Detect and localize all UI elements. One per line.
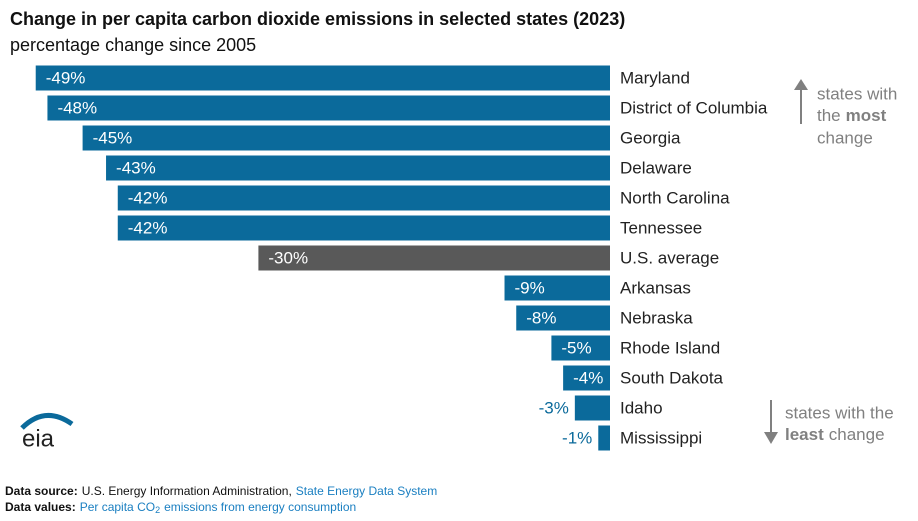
- logo-arc: [20, 413, 74, 430]
- footer-values: Data values: Per capita CO2 emissions from…: [5, 500, 356, 515]
- footer-label: Data source:: [5, 484, 78, 498]
- footer-text: U.S. Energy Information Administration,: [82, 484, 292, 498]
- footer-label: Data values:: [5, 500, 76, 514]
- category-label: North Carolina: [620, 188, 730, 207]
- category-label: District of Columbia: [620, 98, 768, 117]
- chart-title: Change in per capita carbon dioxide emis…: [10, 9, 625, 29]
- arrow-head: [794, 79, 808, 90]
- annotation-most: states with the most change: [794, 79, 897, 147]
- chart-subtitle: percentage change since 2005: [10, 35, 256, 55]
- category-label: Georgia: [620, 128, 681, 147]
- category-label: Delaware: [620, 158, 692, 177]
- bar: [35, 65, 611, 91]
- category-label: Maryland: [620, 68, 690, 87]
- value-label: -1%: [562, 428, 592, 447]
- annotation-text: change: [817, 128, 873, 147]
- category-label: South Dakota: [620, 368, 724, 387]
- bar: [106, 155, 610, 181]
- value-label: -4%: [573, 368, 603, 387]
- category-label: Tennessee: [620, 218, 702, 237]
- annotation-text: least change: [785, 425, 885, 444]
- category-label: U.S. average: [620, 248, 719, 267]
- footer-link[interactable]: State Energy Data System: [296, 484, 437, 498]
- bar: [117, 185, 610, 211]
- footer-text: emissions from energy consumption: [164, 500, 356, 514]
- annotation-text: the: [817, 106, 841, 125]
- value-label: -43%: [116, 158, 156, 177]
- footer-text: Per capita CO: [80, 500, 155, 514]
- annotation-least: states with the least change: [764, 400, 894, 444]
- value-label: -49%: [46, 68, 86, 87]
- annotation-text: states with the: [785, 403, 894, 422]
- value-label: -42%: [128, 218, 168, 237]
- value-label: -30%: [268, 248, 308, 267]
- bar: [82, 125, 611, 151]
- annotation-text: the most: [817, 106, 887, 125]
- annotation-text: change: [829, 425, 885, 444]
- category-label: Mississippi: [620, 428, 702, 447]
- bar: [563, 365, 610, 391]
- bar: [551, 335, 610, 361]
- bar: [504, 275, 610, 301]
- category-label: Nebraska: [620, 308, 693, 327]
- value-label: -8%: [526, 308, 556, 327]
- annotation-emphasis: most: [846, 106, 887, 125]
- value-label: -42%: [128, 188, 168, 207]
- category-label: Idaho: [620, 398, 663, 417]
- logo: eia: [20, 413, 74, 452]
- bar: [598, 425, 610, 451]
- value-label: -3%: [539, 398, 569, 417]
- value-label: -48%: [57, 98, 97, 117]
- footer-subscript: 2: [155, 505, 160, 515]
- annotation-text: states with: [817, 84, 897, 103]
- footer-source: Data source: U.S. Energy Information Admi…: [5, 484, 437, 498]
- bar: [47, 95, 610, 121]
- value-label: -5%: [561, 338, 591, 357]
- bar: [258, 245, 610, 271]
- category-label: Arkansas: [620, 278, 691, 297]
- bar: [117, 215, 610, 241]
- logo-text: eia: [22, 425, 55, 452]
- value-label: -9%: [515, 278, 545, 297]
- annotation-emphasis: least: [785, 425, 824, 444]
- value-label: -45%: [93, 128, 133, 147]
- arrow-head: [764, 432, 778, 444]
- category-label: Rhode Island: [620, 338, 720, 357]
- bar: [574, 395, 610, 421]
- bar: [516, 305, 610, 331]
